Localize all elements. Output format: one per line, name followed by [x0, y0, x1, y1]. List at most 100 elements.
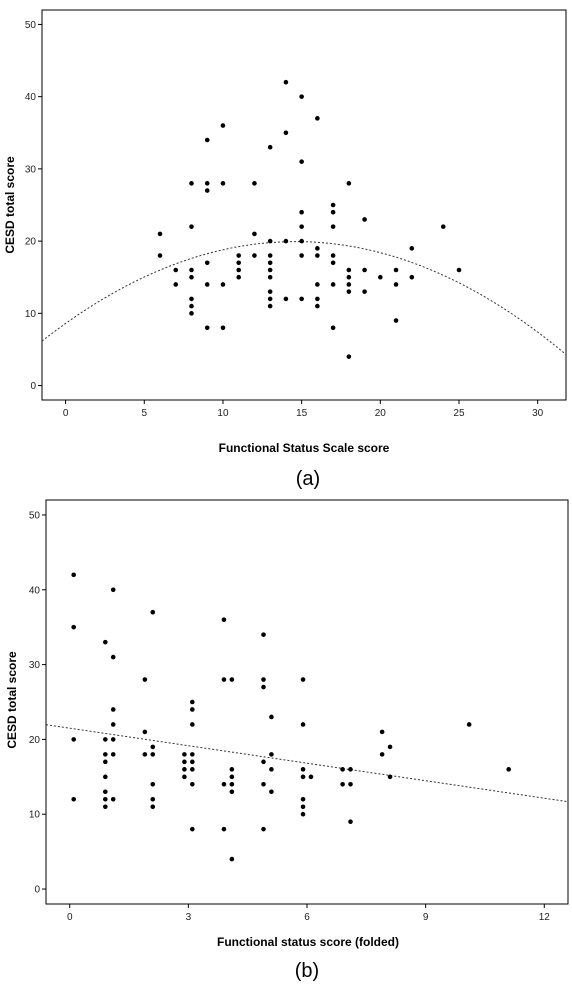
data-point — [315, 253, 320, 258]
x-tick-label: 10 — [217, 408, 229, 419]
data-point — [346, 267, 352, 273]
y-tick-label: 30 — [29, 660, 41, 671]
data-point — [267, 274, 273, 280]
panel-label-b: (b) — [295, 960, 319, 982]
data-point — [71, 796, 76, 802]
y-tick-label: 40 — [29, 585, 41, 596]
data-point — [204, 137, 210, 143]
data-point — [379, 752, 385, 757]
data-point — [299, 209, 304, 215]
data-points-b — [71, 572, 511, 862]
data-point — [466, 722, 472, 727]
data-point — [150, 744, 156, 750]
data-point — [204, 260, 210, 266]
data-point — [283, 238, 289, 244]
data-point — [221, 781, 227, 787]
data-point — [315, 116, 320, 121]
data-point — [182, 774, 187, 780]
data-point — [103, 796, 108, 802]
data-point — [300, 722, 306, 727]
data-point — [267, 144, 273, 150]
data-point — [300, 804, 306, 810]
data-point — [267, 289, 273, 294]
data-point — [110, 737, 116, 742]
data-point — [299, 238, 304, 244]
data-point — [330, 325, 336, 331]
data-point — [346, 282, 352, 287]
data-point — [261, 781, 266, 787]
data-point — [261, 759, 266, 765]
data-point — [236, 253, 241, 258]
data-point — [71, 737, 76, 742]
data-point — [103, 774, 108, 780]
data-point — [157, 253, 163, 258]
data-point — [71, 572, 76, 578]
x-axis-b: 0 3 6 9 12 — [67, 904, 550, 923]
y-tick-label: 0 — [30, 381, 36, 392]
data-point — [229, 781, 235, 787]
data-point — [387, 744, 393, 750]
x-tick-label: 5 — [142, 408, 148, 419]
data-point — [393, 318, 399, 323]
y-tick-label: 0 — [34, 885, 40, 896]
data-point — [229, 789, 235, 795]
plot-area-a — [41, 9, 567, 401]
y-tick-label: 50 — [25, 20, 37, 31]
x-tick-label: 0 — [63, 408, 69, 419]
data-point — [330, 209, 336, 215]
data-point — [267, 260, 273, 266]
x-tick-label: 3 — [186, 912, 192, 923]
data-point — [189, 311, 194, 316]
data-point — [221, 617, 227, 623]
data-point — [267, 253, 273, 258]
data-point — [103, 737, 108, 742]
data-point — [299, 224, 304, 229]
data-point — [330, 253, 336, 258]
data-point — [71, 624, 76, 630]
x-tick-label: 9 — [423, 912, 429, 923]
data-point — [236, 274, 241, 280]
data-point — [261, 632, 266, 637]
data-point — [173, 282, 179, 287]
data-point — [308, 774, 314, 780]
data-point — [379, 729, 385, 735]
data-point — [300, 796, 306, 802]
data-point — [393, 282, 399, 287]
data-point — [110, 587, 116, 593]
data-point — [456, 267, 462, 273]
x-tick-label: 12 — [539, 912, 551, 923]
data-point — [103, 789, 108, 795]
data-point — [300, 774, 306, 780]
data-point — [346, 274, 352, 280]
data-point — [220, 325, 226, 331]
data-point — [506, 767, 511, 772]
data-point — [110, 752, 116, 757]
data-point — [269, 714, 274, 720]
data-point — [173, 267, 179, 273]
data-point — [103, 639, 108, 645]
data-point — [346, 289, 352, 294]
x-tick-label: 15 — [296, 408, 308, 419]
y-axis-a: 0 10 20 30 40 50 — [25, 20, 42, 392]
y-axis-label-b: CESD total score — [5, 651, 19, 749]
data-point — [269, 789, 274, 795]
data-point — [261, 684, 266, 690]
data-point — [204, 325, 210, 331]
x-axis-label-b: Functional status score (folded) — [217, 935, 399, 949]
data-point — [269, 767, 274, 772]
data-point — [362, 289, 367, 294]
data-point — [150, 781, 156, 787]
data-point — [267, 267, 273, 273]
data-point — [142, 752, 148, 757]
data-point — [252, 231, 257, 237]
data-point — [300, 767, 306, 772]
data-point — [229, 856, 235, 862]
data-point — [110, 654, 116, 660]
data-point — [190, 759, 195, 765]
data-point — [299, 296, 304, 302]
data-point — [204, 188, 210, 193]
y-tick-label: 10 — [29, 810, 41, 821]
data-point — [150, 609, 156, 615]
data-point — [393, 267, 399, 273]
